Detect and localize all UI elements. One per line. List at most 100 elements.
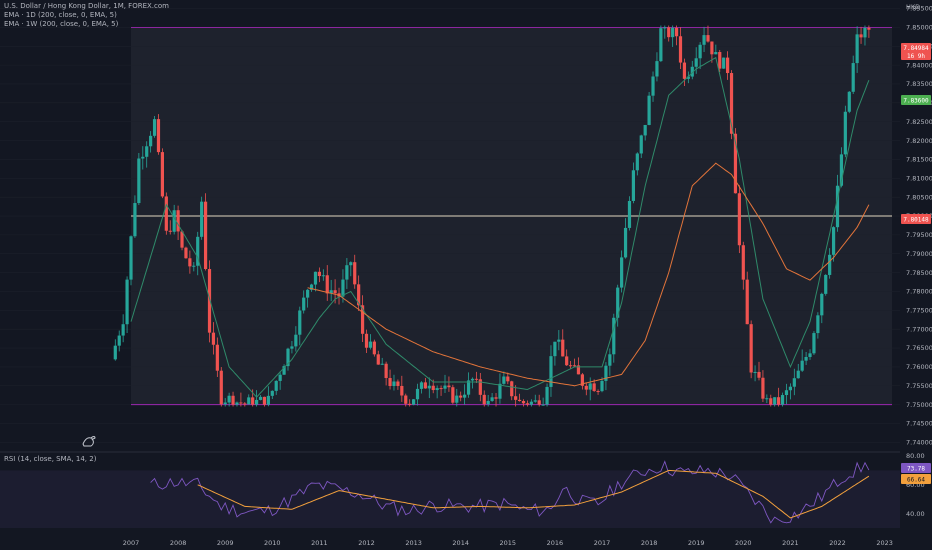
candle-body xyxy=(557,339,561,342)
candle-body xyxy=(835,185,840,228)
candle-body xyxy=(439,388,443,390)
y-tick-label: 7.75000 xyxy=(906,401,932,409)
candle-body xyxy=(537,400,541,405)
y-tick-label: 7.78500 xyxy=(906,269,932,277)
candle-body xyxy=(722,57,726,69)
candle-body xyxy=(141,156,145,159)
price-badge-last-sub: 16 9h xyxy=(907,53,925,60)
candle-body xyxy=(596,391,600,393)
candle-body xyxy=(604,365,608,381)
candle-body xyxy=(659,28,663,62)
x-tick-label: 2018 xyxy=(641,539,658,547)
candle-body xyxy=(251,397,255,405)
candle-body xyxy=(329,290,333,294)
candle-body xyxy=(435,388,439,391)
rsi-line xyxy=(150,460,870,524)
candle-body xyxy=(749,324,753,373)
candle-body xyxy=(349,262,353,266)
rsi-badge-text: 73.78 xyxy=(907,466,925,473)
y-tick-label: 7.81500 xyxy=(906,156,932,164)
candle-body xyxy=(867,27,871,30)
candle-body xyxy=(392,381,396,387)
candle-body xyxy=(812,333,816,354)
legend-ema-daily[interactable]: EMA · 1D (200, close, 0, EMA, 5) xyxy=(4,11,117,19)
y-tick-label: 7.79500 xyxy=(906,231,932,239)
candle-body xyxy=(360,305,365,334)
candle-body xyxy=(368,341,373,348)
candle-body xyxy=(325,275,329,294)
candle-body xyxy=(207,269,212,333)
candle-body xyxy=(376,354,380,365)
y-tick-label: 7.75500 xyxy=(906,382,932,390)
candle-body xyxy=(647,95,651,125)
price-badge-last-text: 7.84984 xyxy=(903,45,929,52)
candle-body xyxy=(306,289,310,298)
candle-body xyxy=(561,339,565,357)
candle-body xyxy=(341,279,345,297)
candle-body xyxy=(294,334,298,347)
x-tick-label: 2020 xyxy=(735,539,752,547)
candle-body xyxy=(466,380,471,395)
candle-body xyxy=(777,397,781,405)
candle-body xyxy=(215,344,219,371)
candle-body xyxy=(278,374,282,381)
candle-body xyxy=(408,403,412,405)
candle-body xyxy=(517,399,522,402)
candle-body xyxy=(843,111,847,155)
candle-body xyxy=(828,254,832,275)
candle-body xyxy=(270,390,274,396)
candle-body xyxy=(651,76,655,96)
candle-body xyxy=(412,399,416,405)
candle-body xyxy=(663,27,667,29)
candle-body xyxy=(255,399,259,405)
candle-body xyxy=(592,383,596,392)
price-badge-ema-weekly: 7.80148 xyxy=(901,214,931,224)
candle-body xyxy=(211,332,216,345)
candle-body xyxy=(309,284,314,290)
candle-body xyxy=(572,365,577,367)
candle-body xyxy=(820,293,824,316)
legend-title[interactable]: U.S. Dollar / Hong Kong Dollar, 1M, FORE… xyxy=(4,2,169,10)
candle-body xyxy=(816,315,820,334)
candle-body xyxy=(298,310,302,335)
candle-body xyxy=(859,34,863,38)
y-tick-label: 7.78000 xyxy=(906,288,932,296)
candle-body xyxy=(333,290,337,294)
legend-ema-weekly[interactable]: EMA · 1W (200, close, 0, EMA, 5) xyxy=(4,20,119,28)
candle-body xyxy=(788,386,792,391)
candle-body xyxy=(627,200,632,228)
y-tick-label: 7.83500 xyxy=(906,80,932,88)
candle-body xyxy=(231,395,235,405)
legend-rsi[interactable]: RSI (14, close, SMA, 14, 2) xyxy=(4,455,97,463)
candle-body xyxy=(419,382,424,389)
x-tick-label: 2016 xyxy=(547,539,564,547)
candle-body xyxy=(290,346,294,349)
candle-body xyxy=(643,124,647,136)
candle-body xyxy=(164,196,168,231)
candle-body xyxy=(451,387,455,403)
x-tick-label: 2017 xyxy=(594,539,611,547)
candle-body xyxy=(784,390,789,396)
y-tick-label: 7.85500 xyxy=(906,5,932,13)
candle-body xyxy=(282,366,286,375)
rsi-badge: 73.78 xyxy=(901,463,931,473)
ema-daily-line xyxy=(130,56,870,398)
candle-body xyxy=(152,119,157,136)
candle-body xyxy=(235,402,239,405)
y-tick-label: 7.74500 xyxy=(906,420,932,428)
candle-body xyxy=(682,62,687,79)
candle-body xyxy=(588,383,592,390)
time-axis[interactable]: 2007 2008 2009 2010 2011 2012 2013 2014 2015 2016… xyxy=(123,539,893,547)
candle-body xyxy=(490,397,494,401)
y-tick-label: 7.77500 xyxy=(906,307,932,315)
candle-body xyxy=(569,365,573,367)
y-tick-label: 7.76000 xyxy=(906,363,932,371)
candle-body xyxy=(184,247,188,259)
candle-body xyxy=(345,265,349,280)
candle-body xyxy=(380,363,384,365)
x-tick-label: 2023 xyxy=(876,539,893,547)
rsi-axis[interactable]: 80.00 60.00 40.00 xyxy=(906,452,925,518)
candle-body xyxy=(686,76,690,79)
candle-body xyxy=(364,333,369,348)
